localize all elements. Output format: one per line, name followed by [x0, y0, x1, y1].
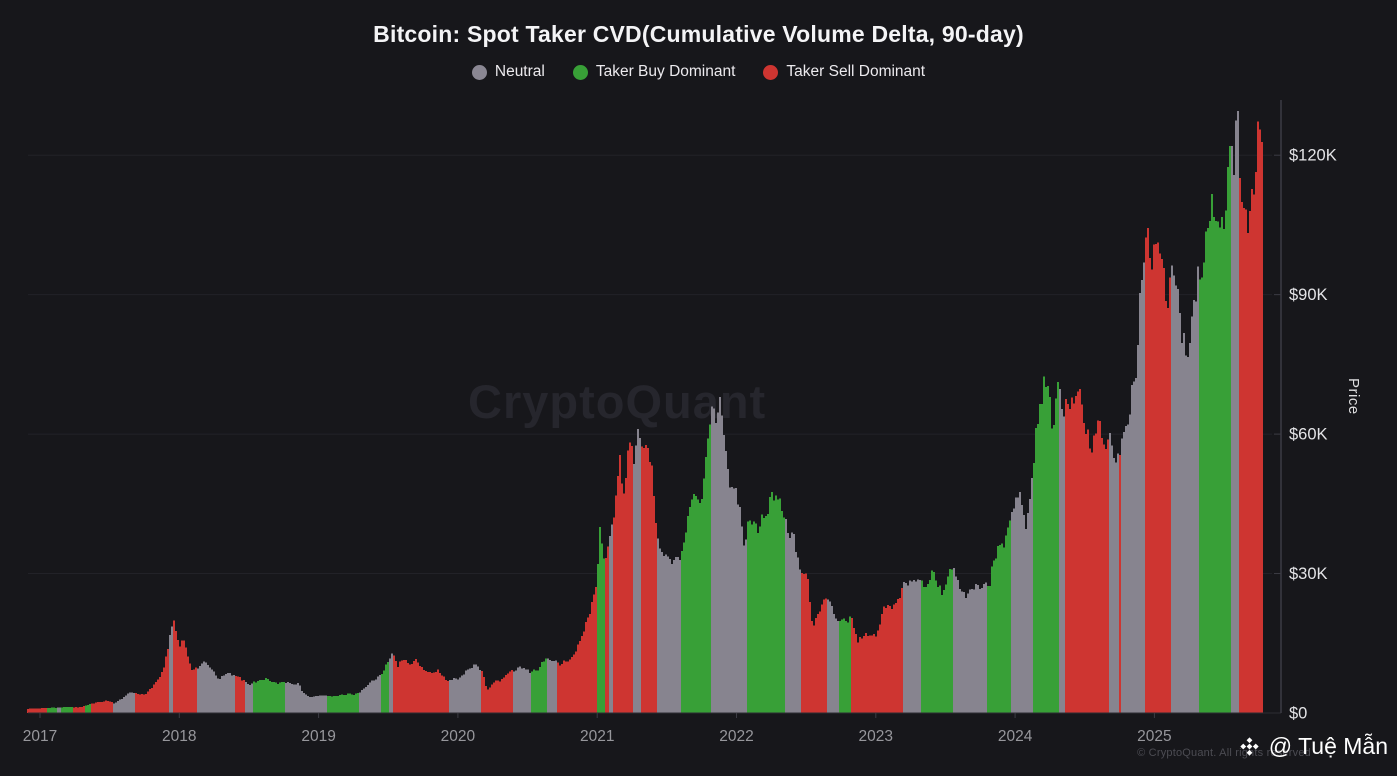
legend: Neutral Taker Buy Dominant Taker Sell Do… — [0, 63, 1397, 81]
y-tick-label: $0 — [1289, 705, 1307, 723]
page-title: Bitcoin: Spot Taker CVD(Cumulative Volum… — [373, 21, 1024, 47]
y-axis-labels: $0 $30K $60K $90K $120K — [1289, 147, 1337, 723]
legend-label: Neutral — [494, 63, 545, 80]
y-tick-label: $60K — [1289, 426, 1328, 444]
x-tick-label: 2024 — [998, 728, 1033, 745]
legend-item-taker-sell[interactable]: Taker Sell Dominant — [763, 63, 925, 81]
x-tick-label: 2023 — [859, 728, 893, 745]
bars-taker-sell[interactable] — [27, 121, 1263, 713]
x-tick-label: 2017 — [23, 728, 57, 745]
x-tick-label: 2025 — [1137, 728, 1171, 745]
legend-item-neutral[interactable]: Neutral — [471, 63, 545, 81]
copyright-text: © CryptoQuant. All rights reserved — [1137, 747, 1311, 759]
x-tick-label: 2021 — [580, 728, 614, 745]
handle-text: @ Tuệ Mẫn — [1268, 733, 1388, 759]
x-tick-label: 2018 — [162, 728, 196, 745]
bars-neutral[interactable] — [57, 110, 1239, 713]
price-bars[interactable] — [27, 110, 1263, 713]
y-axis-title: Price — [1345, 378, 1362, 415]
neutral-dot-icon — [471, 64, 487, 80]
author-handle: @ Tuệ Mẫn — [1237, 733, 1388, 760]
x-tick-label: 2020 — [441, 728, 476, 745]
legend-label: Taker Buy Dominant — [595, 63, 736, 80]
y-tick-label: $120K — [1289, 147, 1337, 165]
y-tick-label: $30K — [1289, 565, 1328, 583]
axes — [28, 100, 1282, 718]
x-tick-label: 2022 — [719, 728, 753, 745]
taker-sell-dot-icon — [763, 64, 779, 80]
x-axis-labels: 2017 2018 2019 2020 2021 2022 2023 2024 2025 — [23, 728, 1172, 745]
x-tick-label: 2019 — [301, 728, 335, 745]
taker-buy-dot-icon — [572, 64, 588, 80]
cryptoquant-watermark: CryptoQuant — [468, 375, 767, 428]
binance-diamond-icon — [1240, 737, 1259, 756]
legend-label: Taker Sell Dominant — [786, 63, 926, 80]
legend-item-taker-buy[interactable]: Taker Buy Dominant — [572, 63, 736, 81]
bars-taker-buy[interactable] — [47, 146, 1231, 713]
y-tick-label: $90K — [1289, 286, 1328, 304]
